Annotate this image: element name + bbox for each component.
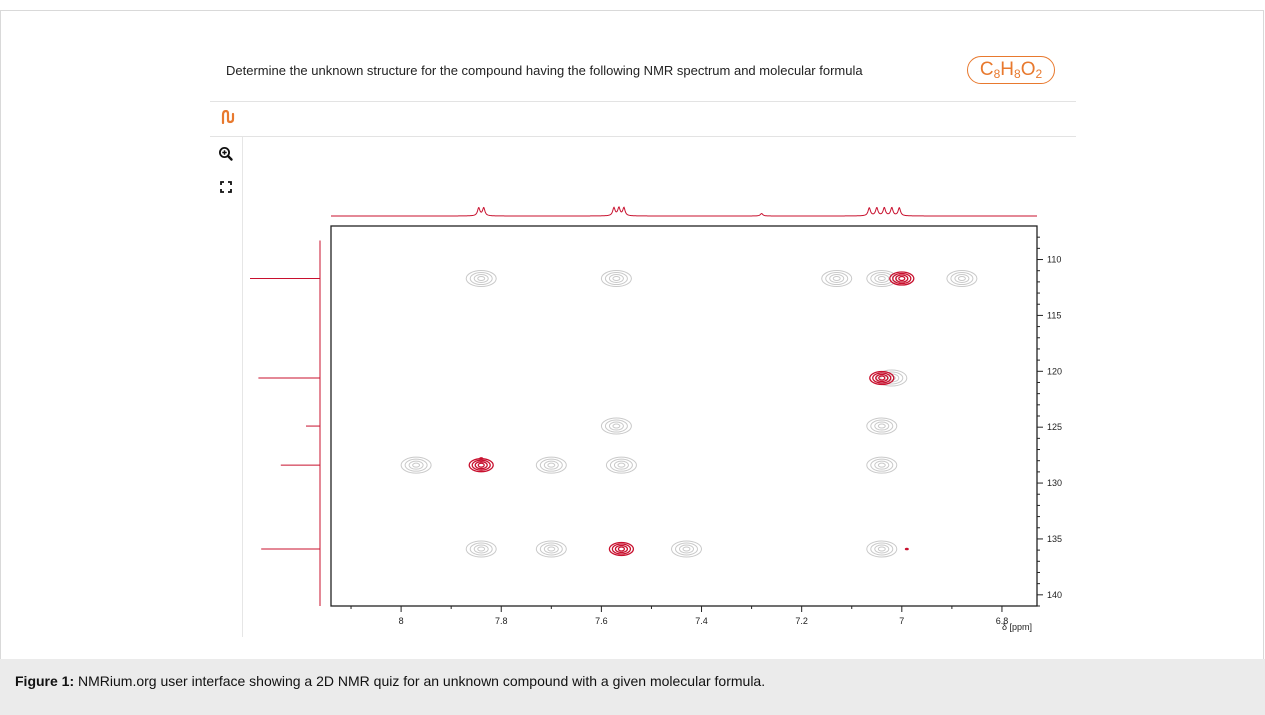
header-divider — [210, 101, 1076, 102]
formula-h-count: 8 — [1014, 67, 1021, 81]
gray-cross-peak — [946, 270, 978, 288]
red-cross-peak — [869, 370, 895, 386]
y-axis: 110 115 120 125 130 135 140 — [1037, 236, 1062, 607]
zoom-in-icon[interactable] — [218, 146, 234, 162]
f2-projection-spectrum — [331, 205, 1037, 217]
toolbar-divider-vertical — [242, 137, 243, 637]
y-tick-label: 110 — [1047, 255, 1061, 265]
gray-cross-peak — [400, 456, 432, 474]
gray-cross-peak — [600, 270, 632, 288]
gray-cross-peak — [535, 540, 567, 558]
y-tick-label: 125 — [1047, 422, 1062, 432]
f2-projection-trace — [331, 205, 1037, 217]
gray-cross-peak — [821, 270, 853, 288]
x-tick-label: 7.4 — [695, 616, 708, 626]
caption-label: Figure 1: — [15, 673, 75, 689]
x-tick-label: 7 — [899, 616, 904, 626]
gray-cross-peak — [866, 270, 898, 288]
gray-cross-peak — [535, 456, 567, 474]
red-peak-dot — [904, 547, 909, 551]
f1-projection-spectrum — [250, 240, 321, 606]
nmr-2d-plot[interactable]: 8 7.8 7.6 7.4 7.2 7 6.8 110115120125130135140 … — [0, 0, 1265, 660]
x-tick-label: 8 — [399, 616, 404, 626]
gray-cross-peak — [605, 456, 637, 474]
x-axis-label: δ [ppm] — [1002, 622, 1032, 632]
molecular-formula-badge: C8H8O2 — [967, 56, 1055, 84]
caption-text: NMRium.org user interface showing a 2D N… — [74, 673, 766, 689]
y-tick-label: 135 — [1047, 534, 1062, 544]
nmrium-logo-icon[interactable] — [221, 109, 235, 128]
formula-o-count: 2 — [1035, 67, 1043, 81]
red-cross-peak — [889, 271, 915, 286]
plot-area[interactable] — [330, 225, 1038, 607]
y-tick-label: 120 — [1047, 366, 1062, 376]
fullscreen-icon[interactable] — [218, 179, 234, 195]
red-cross-peak — [608, 541, 635, 557]
gray-cross-peak — [866, 456, 898, 474]
gray-cross-peak — [465, 270, 497, 288]
quiz-header: Determine the unknown structure for the … — [210, 52, 1076, 100]
app-frame — [0, 10, 1264, 710]
red-peak-dot — [479, 457, 484, 460]
x-axis: 8 7.8 7.6 7.4 7.2 7 6.8 — [350, 606, 1009, 626]
y-tick-label: 130 — [1047, 478, 1062, 488]
formula-c-count: 8 — [993, 67, 1001, 81]
x-tick-label: 7.8 — [495, 616, 508, 626]
gray-cross-peak — [866, 540, 898, 558]
y-tick-label: 115 — [1047, 310, 1061, 320]
x-tick-label: 7.6 — [595, 616, 608, 626]
gray-cross-peak — [671, 540, 703, 558]
x-tick-label: 6.8 — [996, 616, 1009, 626]
cross-peaks — [400, 270, 978, 558]
toolbar-divider — [210, 136, 1076, 137]
quiz-question: Determine the unknown structure for the … — [226, 63, 863, 78]
figure-caption: Figure 1: NMRium.org user interface show… — [0, 659, 1265, 715]
gray-cross-peak — [600, 417, 632, 435]
y-tick-label: 140 — [1047, 590, 1062, 600]
x-tick-label: 7.2 — [795, 616, 808, 626]
gray-cross-peak — [465, 540, 497, 558]
gray-cross-peak — [866, 417, 898, 435]
